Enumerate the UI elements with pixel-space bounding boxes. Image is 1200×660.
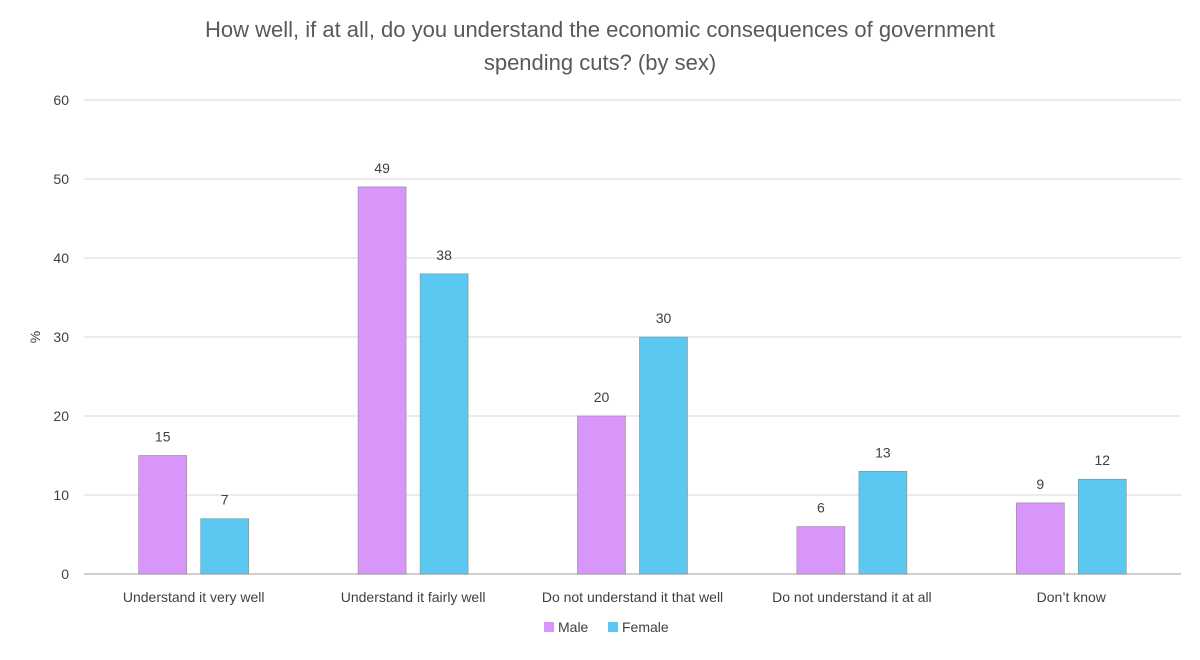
bar-female-0	[200, 518, 249, 575]
bar-female-2	[639, 336, 688, 575]
legend-swatch-male	[544, 622, 554, 632]
data-labels: 15 7 49 38 20 30 6 13 9 12	[155, 160, 1110, 516]
data-label-female-0: 7	[221, 492, 229, 508]
data-label-male-3: 6	[817, 500, 825, 516]
category-label-1: Understand it fairly well	[341, 589, 486, 605]
x-axis-categories: Understand it very well Understand it fai…	[123, 589, 1107, 605]
legend-label-male: Male	[558, 619, 589, 635]
legend-label-female: Female	[622, 619, 669, 635]
bars	[138, 186, 1127, 575]
legend: Male Female	[544, 619, 669, 635]
y-tick-label-40: 40	[53, 250, 69, 266]
category-label-2: Do not understand it that well	[542, 589, 723, 605]
chart-title-line-1: How well, if at all, do you understand t…	[205, 17, 995, 42]
bar-male-1	[357, 186, 407, 575]
gridlines	[84, 99, 1181, 575]
bar-male-3	[796, 526, 846, 575]
category-label-4: Don’t know	[1037, 589, 1107, 605]
chart-title: How well, if at all, do you understand t…	[205, 17, 995, 75]
bar-female-4	[1078, 478, 1127, 575]
data-label-female-1: 38	[436, 247, 452, 263]
legend-swatch-female	[608, 622, 618, 632]
bar-male-0	[138, 455, 187, 575]
category-label-3: Do not understand it at all	[772, 589, 932, 605]
data-label-male-0: 15	[155, 429, 171, 445]
chart-title-line-2: spending cuts? (by sex)	[484, 50, 716, 75]
y-tick-label-50: 50	[53, 171, 69, 187]
data-label-male-2: 20	[594, 389, 610, 405]
data-label-male-1: 49	[374, 160, 390, 176]
y-tick-label-20: 20	[53, 408, 69, 424]
y-tick-label-60: 60	[53, 92, 69, 108]
category-label-0: Understand it very well	[123, 589, 265, 605]
bar-male-4	[1015, 502, 1065, 575]
y-axis-label: %	[27, 331, 43, 343]
data-label-female-3: 13	[875, 444, 891, 460]
y-tick-label-30: 30	[53, 329, 69, 345]
bar-female-3	[858, 470, 908, 575]
data-label-male-4: 9	[1036, 476, 1044, 492]
bar-female-1	[419, 273, 469, 575]
y-tick-label-10: 10	[53, 487, 69, 503]
y-tick-label-0: 0	[61, 566, 69, 582]
data-label-female-4: 12	[1095, 452, 1111, 468]
y-axis-ticks: 0 10 20 30 40 50 60	[53, 92, 69, 582]
data-label-female-2: 30	[656, 310, 672, 326]
bar-male-2	[577, 415, 626, 575]
